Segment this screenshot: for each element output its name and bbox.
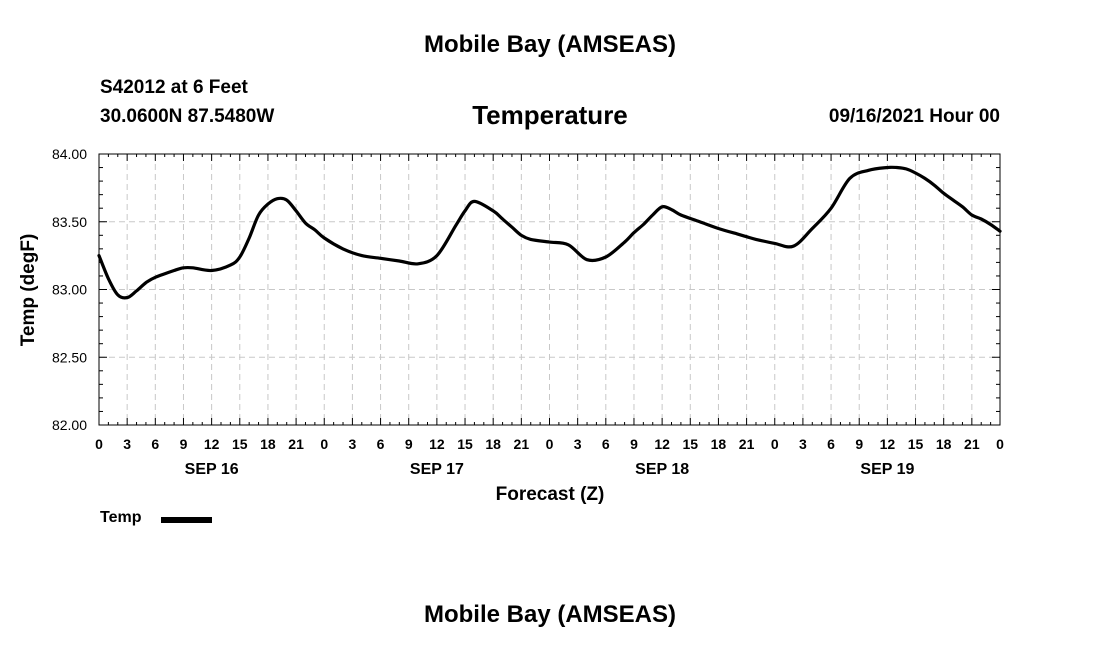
- forecast-datetime: 09/16/2021 Hour 00: [828, 106, 1000, 127]
- x-tick-label: 6: [827, 436, 835, 452]
- x-tick-label: 12: [429, 436, 445, 452]
- x-tick-label: 15: [232, 436, 248, 452]
- x-tick-label: 15: [682, 436, 698, 452]
- x-tick-label: 6: [602, 436, 610, 452]
- x-tick-label: 12: [654, 436, 670, 452]
- x-tick-label: 21: [288, 436, 304, 452]
- x-tick-label: 6: [377, 436, 385, 452]
- x-tick-label: 15: [457, 436, 473, 452]
- axis-ticks: [98, 153, 1001, 426]
- footer-title: Mobile Bay (AMSEAS): [423, 601, 677, 628]
- x-tick-label: 0: [95, 436, 103, 452]
- coordinates-label: 30.0600N 87.5480W: [100, 106, 275, 127]
- day-label: SEP 17: [410, 461, 464, 478]
- x-tick-label: 21: [739, 436, 755, 452]
- x-tick-label: 0: [996, 436, 1004, 452]
- y-tick-label: 83.50: [52, 214, 87, 230]
- x-tick-label: 12: [204, 436, 220, 452]
- x-tick-label: 0: [546, 436, 554, 452]
- x-tick-label: 9: [855, 436, 863, 452]
- x-tick-label: 18: [260, 436, 276, 452]
- x-tick-label: 18: [485, 436, 501, 452]
- x-tick-label: 6: [151, 436, 159, 452]
- y-tick-labels: 84.00 83.50 83.00 82.50 82.00: [52, 146, 87, 433]
- x-tick-label: 12: [880, 436, 896, 452]
- x-tick-label: 3: [123, 436, 131, 452]
- x-tick-label: 0: [320, 436, 328, 452]
- chart-subtitle: Temperature: [472, 100, 628, 130]
- station-label: S42012 at 6 Feet: [100, 77, 248, 98]
- x-tick-label: 3: [349, 436, 357, 452]
- y-tick-label: 82.00: [52, 417, 87, 433]
- x-tick-label: 9: [180, 436, 188, 452]
- x-tick-label: 9: [630, 436, 638, 452]
- series-line-temp: [97, 165, 1002, 300]
- day-label: SEP 19: [860, 461, 914, 478]
- legend-swatch-temp: [161, 517, 212, 523]
- chart-title: Mobile Bay (AMSEAS): [423, 31, 677, 58]
- x-tick-label: 3: [574, 436, 582, 452]
- day-label: SEP 16: [185, 461, 239, 478]
- x-tick-label: 3: [799, 436, 807, 452]
- day-labels: SEP 16 SEP 17 SEP 18 SEP 19: [185, 461, 915, 478]
- grid-lines: [99, 154, 1000, 425]
- x-axis-label: Forecast (Z): [496, 484, 605, 505]
- x-tick-label: 0: [771, 436, 779, 452]
- x-tick-labels: 0 3 6 9 12 15 18 21 0 3 6 9 12 15 18 21 0 3 6 9 12 15 18 21 0 3 6 9…: [95, 436, 1004, 452]
- x-tick-label: 9: [405, 436, 413, 452]
- y-tick-label: 84.00: [52, 146, 87, 162]
- y-axis-label: Temp (degF): [18, 234, 39, 347]
- y-tick-label: 82.50: [52, 349, 87, 365]
- y-tick-label: 83.00: [52, 282, 87, 298]
- x-tick-label: 18: [936, 436, 952, 452]
- x-tick-label: 21: [964, 436, 980, 452]
- x-tick-label: 18: [711, 436, 727, 452]
- x-tick-label: 21: [514, 436, 530, 452]
- legend-label-temp: Temp: [100, 509, 142, 526]
- day-label: SEP 18: [635, 461, 689, 478]
- x-tick-label: 15: [908, 436, 924, 452]
